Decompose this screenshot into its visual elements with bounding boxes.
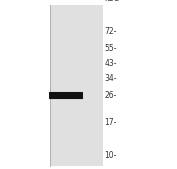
Text: 26-: 26-	[104, 91, 117, 100]
Text: 34-: 34-	[104, 74, 117, 83]
Text: 72-: 72-	[104, 27, 117, 36]
FancyBboxPatch shape	[49, 92, 83, 99]
Text: 43-: 43-	[104, 59, 117, 68]
Bar	[50, 5, 103, 166]
Text: kDa: kDa	[104, 0, 119, 3]
Text: 55-: 55-	[104, 44, 117, 53]
Text: 17-: 17-	[104, 118, 117, 127]
Text: 10-: 10-	[104, 151, 117, 160]
